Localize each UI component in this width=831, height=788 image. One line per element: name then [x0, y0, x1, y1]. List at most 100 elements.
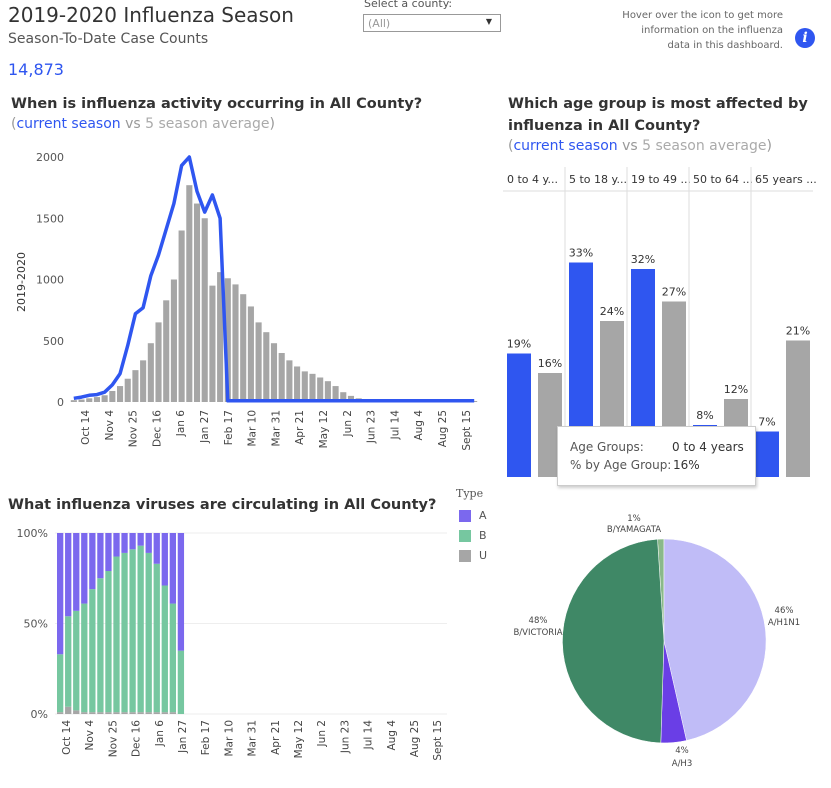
average-bar [270, 343, 278, 402]
virus-x-tick-label: Mar 10 [223, 720, 235, 757]
tooltip-label-age-group: Age Groups: [570, 440, 644, 454]
average-bar [70, 400, 77, 402]
x-tick-label: Jul 14 [389, 410, 401, 441]
average-bar [170, 279, 177, 402]
virus-bar-u [105, 712, 112, 714]
timeline-chart: 0 500 1000 1500 2000 2019-2020 Oct 14 Nov 4 Nov … [15, 151, 478, 451]
virus-bar-b [121, 552, 128, 713]
total-case-count: 14,873 [8, 60, 64, 79]
county-select[interactable]: (All) ▼ [363, 14, 501, 32]
virus-x-tick-label: Oct 14 [61, 720, 73, 755]
virus-bar-a [153, 533, 160, 564]
virus-bar-u [97, 712, 104, 714]
average-bar [301, 371, 308, 402]
virus-bar-b [81, 603, 88, 713]
average-bar [324, 381, 331, 402]
x-tick-label: Feb 17 [223, 410, 235, 445]
average-bar [340, 392, 347, 402]
average-bar [263, 332, 270, 402]
average-age-label: 21% [786, 325, 810, 338]
virus-x-tick-label: Jan 6 [154, 720, 166, 748]
chevron-down-icon: ▼ [485, 17, 492, 26]
virus-bar-b [105, 571, 112, 713]
x-tick-label: Sept 15 [461, 410, 473, 451]
average-bar [232, 284, 239, 402]
average-bar [147, 343, 154, 402]
x-tick-label: Dec 16 [151, 410, 163, 447]
pie-chart: 1%B/YAMAGATA 46% A/H1N1 4% A/H3 48% B/VICTORIA [513, 514, 800, 769]
average-bar [109, 390, 116, 402]
virus-x-tick-label: Mar 31 [247, 720, 259, 757]
average-bar [163, 300, 170, 402]
average-bar [255, 322, 262, 402]
virus-title: What influenza viruses are circulating i… [8, 497, 437, 513]
average-bar [201, 218, 208, 402]
virus-bar-a [57, 533, 64, 655]
average-bar [101, 395, 108, 402]
current-age-label: 8% [696, 409, 713, 422]
x-tick-label: Apr 21 [294, 410, 306, 445]
average-bar [209, 285, 216, 402]
virus-bar-a [113, 533, 120, 557]
virus-x-tick-label: Apr 21 [270, 720, 282, 755]
legend-current-season[interactable]: current season [513, 138, 618, 154]
virus-bar-b [169, 603, 176, 713]
legend-paren-close: ) [269, 116, 275, 132]
virus-x-tick-label: Sept 15 [432, 720, 444, 761]
x-tick-label: Mar 31 [270, 410, 282, 447]
average-age-label: 16% [538, 357, 562, 370]
tooltip-value-percent: 16% [673, 458, 700, 472]
age-group-header: 5 to 18 y... [569, 173, 627, 186]
virus-x-tick-label: Feb 17 [200, 720, 212, 755]
legend-paren-open: ( [508, 138, 514, 154]
virus-bar-u [169, 712, 176, 714]
virus-bar-a [73, 533, 80, 611]
legend-item-a[interactable]: A [459, 509, 487, 522]
legend-five-season-average[interactable]: 5 season average [145, 116, 270, 132]
average-bar [286, 360, 293, 402]
info-icon[interactable]: i [795, 28, 815, 48]
virus-bar-b [145, 552, 152, 713]
average-bar [178, 230, 185, 402]
legend-five-season-average[interactable]: 5 season average [642, 138, 767, 154]
virus-bar-b [97, 578, 104, 713]
y-tick-label: 2000 [36, 151, 64, 164]
current-season-line [73, 155, 475, 403]
virus-bar-a [105, 533, 112, 572]
y-tick-label: 1500 [36, 212, 64, 225]
virus-bar-u [153, 712, 160, 714]
virus-bar-a [161, 533, 168, 586]
county-filter-label: Select a county: [364, 0, 453, 10]
legend-current-season[interactable]: current season [16, 116, 121, 132]
virus-bar-u [81, 712, 88, 714]
average-bar [317, 377, 324, 402]
average-bar [132, 370, 139, 402]
virus-x-tick-label: Dec 16 [131, 720, 143, 757]
average-bar [78, 399, 85, 402]
legend-label-u: U [479, 549, 488, 562]
virus-bar-a [145, 533, 152, 553]
legend-item-u[interactable]: U [459, 549, 487, 562]
tooltip-value-age-group: 0 to 4 years [672, 440, 744, 454]
average-bar [140, 360, 147, 402]
average-bar [332, 386, 339, 402]
pie-percent-label: 4% [675, 746, 689, 756]
y-tick-label: 500 [43, 335, 64, 348]
virus-bar-b [177, 650, 185, 714]
virus-bar-b [137, 545, 144, 713]
virus-bar-a [81, 533, 88, 604]
virus-bar-b [129, 549, 136, 713]
tooltip-label-percent: % by Age Group: [570, 458, 672, 472]
age-title-line2: influenza in All County? [508, 118, 701, 134]
average-bar [124, 378, 131, 402]
virus-bar-a [129, 533, 136, 550]
average-bar [309, 373, 316, 402]
pie-percent-label: 46% [775, 606, 794, 616]
virus-x-tick-label: Nov 25 [107, 720, 119, 757]
virus-y-tick-label: 50% [24, 618, 48, 631]
current-age-bar [507, 353, 531, 477]
virus-x-tick-label: Nov 4 [84, 720, 96, 751]
legend-vs: vs [120, 116, 146, 132]
legend-item-b[interactable]: B [459, 529, 487, 542]
